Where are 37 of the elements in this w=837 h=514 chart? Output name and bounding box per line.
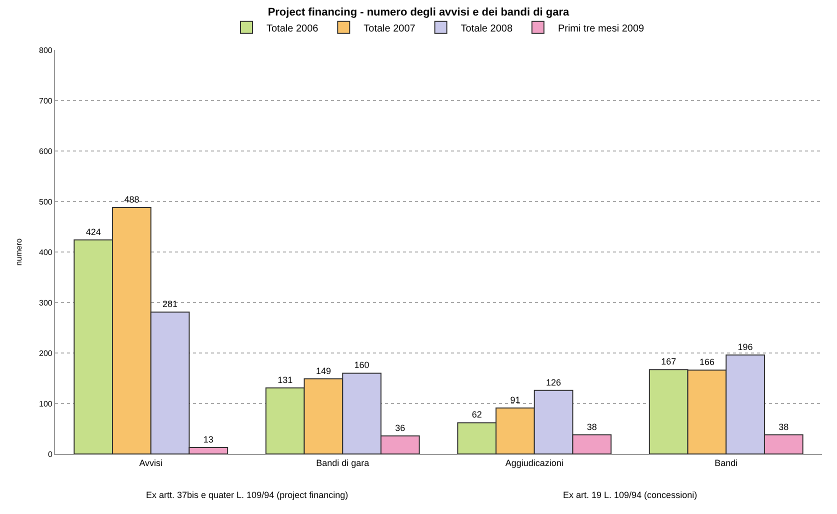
data-label: 196 [738,342,753,352]
y-tick-label: 0 [48,450,53,459]
text: Ex art. 19 L. 109/94 (concessioni) [563,490,698,500]
data-label: 488 [124,194,140,205]
y-tick-label: 800 [39,46,53,55]
data-label: 126 [546,377,562,388]
legend-label: Totale 2007 [364,23,416,34]
data-label: 38 [586,422,597,432]
y-tick-label: 400 [39,248,53,257]
data-label: 36 [395,422,406,433]
y-tick-label: 700 [39,96,53,106]
text: Ex artt. 37bis e quater L. 109/94 (project financing) [146,490,348,500]
y-tick-label: 200 [39,348,53,358]
y-tick-label: 600 [39,146,53,156]
data-label: 13 [203,434,214,444]
chart-title: Project financing - numero degli avvisi e dei bandi di gara [268,6,570,18]
data-label: 424 [86,226,101,237]
data-label: 62 [472,410,482,420]
y-tick-label: 500 [39,197,53,206]
legend-label: Totale 2008 [460,23,513,34]
data-label: 281 [162,299,178,310]
data-label: 131 [278,374,293,385]
data-label: 160 [354,360,370,370]
data-label: 166 [699,357,714,368]
x-tick-label: Avvisi [139,458,163,468]
y-tick-label: 100 [39,399,53,408]
data-label: 38 [778,422,789,432]
x-tick-label: Bandi di gara [316,458,370,468]
data-label: 167 [661,356,676,367]
data-label: 91 [510,395,520,406]
legend-label: Totale 2006 [266,23,319,34]
x-tick-label: Bandi [714,458,738,468]
y-axis-title: numero [14,238,24,266]
legend-label: Primi tre mesi 2009 [558,23,645,34]
x-tick-label: Aggiudicazioni [505,458,564,468]
data-label: 149 [316,366,331,376]
y-tick-label: 300 [39,298,53,308]
